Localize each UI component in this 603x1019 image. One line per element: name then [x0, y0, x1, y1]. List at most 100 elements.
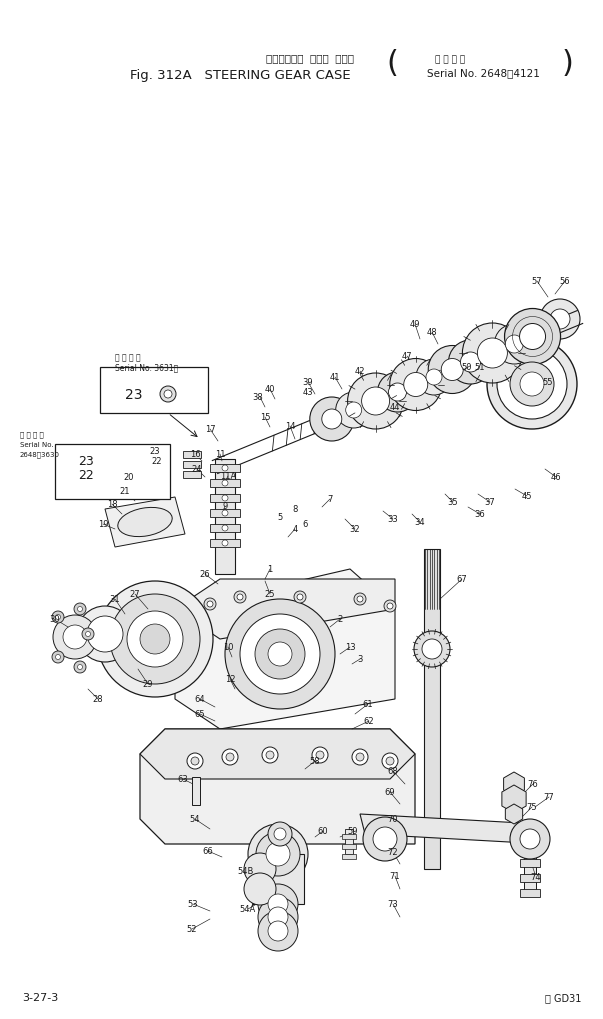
Bar — [342, 844, 356, 849]
Circle shape — [347, 374, 403, 430]
Text: 41: 41 — [330, 373, 340, 382]
Circle shape — [416, 360, 452, 395]
Bar — [252, 854, 304, 904]
Circle shape — [510, 363, 554, 407]
Circle shape — [363, 817, 407, 861]
Bar — [520, 874, 540, 882]
Bar — [192, 777, 200, 805]
Text: 62: 62 — [364, 716, 374, 726]
Text: 61: 61 — [362, 700, 373, 709]
Circle shape — [97, 582, 213, 697]
Circle shape — [294, 591, 306, 603]
Text: 5: 5 — [277, 513, 283, 522]
Circle shape — [87, 616, 123, 652]
Text: 44: 44 — [390, 404, 400, 412]
Circle shape — [52, 611, 64, 624]
Text: 2: 2 — [337, 614, 343, 624]
Text: 8: 8 — [292, 505, 298, 514]
Circle shape — [356, 753, 364, 761]
Text: 38: 38 — [253, 393, 264, 403]
Circle shape — [312, 747, 328, 763]
Circle shape — [274, 828, 286, 841]
Circle shape — [262, 747, 278, 763]
Text: 40: 40 — [265, 385, 275, 394]
Bar — [183, 462, 201, 469]
Text: 6: 6 — [302, 520, 308, 529]
Polygon shape — [175, 580, 395, 639]
Circle shape — [505, 309, 561, 365]
Circle shape — [322, 410, 342, 430]
Text: 43: 43 — [303, 388, 314, 397]
Text: 35: 35 — [447, 498, 458, 507]
Circle shape — [386, 757, 394, 765]
Circle shape — [352, 749, 368, 765]
Text: 1: 1 — [267, 565, 273, 574]
Text: 3-27-3: 3-27-3 — [22, 993, 58, 1002]
Text: Ⓠ GD31: Ⓠ GD31 — [545, 993, 581, 1002]
Text: 64: 64 — [195, 695, 205, 704]
Bar — [342, 854, 356, 859]
Circle shape — [222, 511, 228, 517]
Text: 54: 54 — [190, 815, 200, 823]
Text: 13: 13 — [345, 643, 355, 652]
Circle shape — [550, 310, 570, 330]
Circle shape — [74, 661, 86, 674]
Text: 68: 68 — [388, 766, 399, 775]
Circle shape — [222, 540, 228, 546]
Circle shape — [426, 370, 442, 385]
Circle shape — [222, 466, 228, 472]
Circle shape — [510, 819, 550, 859]
Circle shape — [404, 373, 428, 397]
Circle shape — [207, 601, 213, 607]
Text: 適 用 号 機: 適 用 号 機 — [435, 55, 465, 64]
Bar — [215, 460, 235, 575]
Text: 適 用 号 機: 適 用 号 機 — [115, 354, 140, 362]
Text: 25: 25 — [265, 590, 275, 599]
Circle shape — [244, 873, 276, 905]
Circle shape — [494, 325, 534, 365]
Text: 75: 75 — [526, 803, 537, 812]
Text: 16: 16 — [190, 450, 200, 459]
Text: 51: 51 — [475, 363, 485, 372]
Bar — [210, 480, 240, 487]
Circle shape — [478, 338, 507, 369]
Circle shape — [354, 593, 366, 605]
Circle shape — [387, 603, 393, 609]
Polygon shape — [504, 772, 525, 796]
Text: 74: 74 — [531, 872, 541, 881]
Bar — [345, 829, 353, 854]
Circle shape — [237, 594, 243, 600]
Text: 46: 46 — [551, 473, 561, 482]
Circle shape — [268, 642, 292, 666]
Circle shape — [310, 397, 354, 441]
Text: 34: 34 — [415, 518, 425, 527]
Bar — [520, 890, 540, 897]
Circle shape — [268, 822, 292, 846]
Text: 31: 31 — [110, 595, 121, 604]
Text: 49: 49 — [410, 320, 420, 329]
Circle shape — [463, 324, 522, 383]
Circle shape — [336, 392, 371, 429]
Bar — [424, 549, 440, 869]
Bar — [520, 859, 540, 867]
Bar — [210, 494, 240, 502]
Text: 適 用 号 機: 適 用 号 機 — [20, 431, 44, 438]
Circle shape — [140, 625, 170, 654]
Circle shape — [268, 894, 288, 914]
Circle shape — [226, 753, 234, 761]
Circle shape — [127, 611, 183, 667]
Text: 47: 47 — [402, 353, 412, 361]
Circle shape — [258, 911, 298, 951]
Text: 65: 65 — [195, 710, 205, 718]
Text: 56: 56 — [560, 277, 570, 286]
Text: 15: 15 — [260, 413, 270, 422]
Text: 76: 76 — [528, 780, 538, 789]
Circle shape — [255, 630, 305, 680]
Circle shape — [297, 594, 303, 600]
Circle shape — [268, 907, 288, 927]
Text: 19: 19 — [98, 520, 109, 529]
Text: 30: 30 — [49, 614, 60, 624]
Text: 52: 52 — [187, 924, 197, 933]
Text: 63: 63 — [178, 774, 188, 784]
Circle shape — [78, 607, 83, 611]
